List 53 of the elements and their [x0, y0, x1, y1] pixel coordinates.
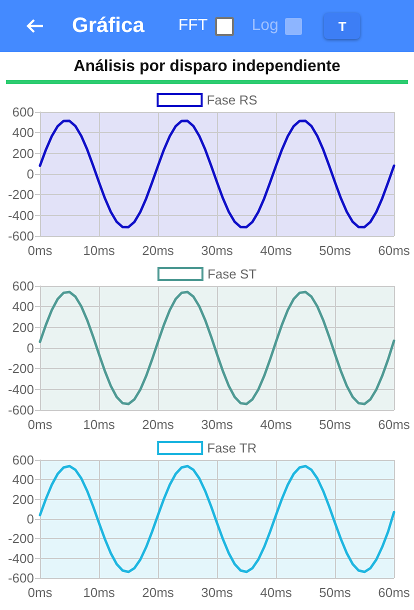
text: Análisis por disparo independiente — [72, 57, 342, 77]
legend-label: Fase RS — [206, 92, 258, 108]
y-tick-label: -200 — [8, 187, 34, 202]
y-tick-label: -600 — [8, 570, 34, 586]
line-series — [38, 464, 396, 574]
x-tick-label: 30ms — [201, 243, 234, 258]
text: Gráfica — [72, 14, 144, 38]
x-tick-label: 50ms — [319, 417, 352, 432]
y-tick-label: -600 — [8, 402, 34, 418]
x-tick-label: 40ms — [260, 585, 292, 600]
line-series — [38, 290, 396, 406]
y-tick-label: -400 — [8, 550, 34, 566]
x-tick-label: 30ms — [201, 585, 234, 600]
y-tick-label: 200 — [12, 146, 34, 161]
y-tick-label: 200 — [12, 320, 34, 335]
x-tick-label: 30ms — [201, 417, 234, 432]
y-tick-label: -400 — [8, 382, 34, 397]
x-tick-label: 20ms — [142, 417, 174, 432]
x-tick-label: 10ms — [83, 585, 116, 600]
text: Log — [252, 17, 278, 34]
y-tick-label: 600 — [12, 104, 34, 120]
x-tick-label: 60ms — [378, 243, 410, 258]
x-tick-label: 10ms — [83, 417, 116, 432]
legend-label: Fase TR — [207, 440, 257, 456]
y-tick-label: 400 — [12, 125, 34, 140]
x-tick-label: 0ms — [28, 243, 53, 258]
y-tick-label: -400 — [8, 208, 34, 223]
y-tick-label: -200 — [8, 531, 34, 546]
y-tick-label: 600 — [12, 278, 34, 294]
y-tick-label: -200 — [8, 361, 34, 376]
x-tick-label: 10ms — [83, 243, 116, 258]
x-tick-label: 60ms — [378, 585, 410, 600]
x-tick-label: 0ms — [28, 585, 53, 600]
x-tick-label: 40ms — [260, 417, 292, 432]
x-tick-label: 20ms — [142, 585, 174, 600]
y-tick-label: 0 — [26, 340, 34, 356]
x-tick-label: 0ms — [28, 417, 53, 432]
button: T — [324, 13, 360, 39]
y-tick-label: 400 — [12, 472, 34, 488]
x-tick-label: 50ms — [319, 243, 352, 258]
x-tick-label: 20ms — [142, 243, 174, 258]
x-tick-label: 50ms — [319, 585, 352, 600]
y-tick-label: 600 — [12, 452, 34, 468]
text: FFT — [178, 17, 208, 34]
x-tick-label: 40ms — [260, 243, 292, 258]
x-tick-label: 60ms — [378, 417, 410, 432]
y-tick-label: -600 — [8, 228, 34, 244]
y-tick-label: 0 — [26, 166, 34, 182]
line-series — [38, 120, 396, 228]
y-tick-label: 400 — [12, 299, 34, 314]
y-tick-label: 0 — [26, 512, 34, 526]
y-tick-label: 200 — [12, 492, 34, 507]
legend-label: Fase ST — [207, 266, 257, 282]
